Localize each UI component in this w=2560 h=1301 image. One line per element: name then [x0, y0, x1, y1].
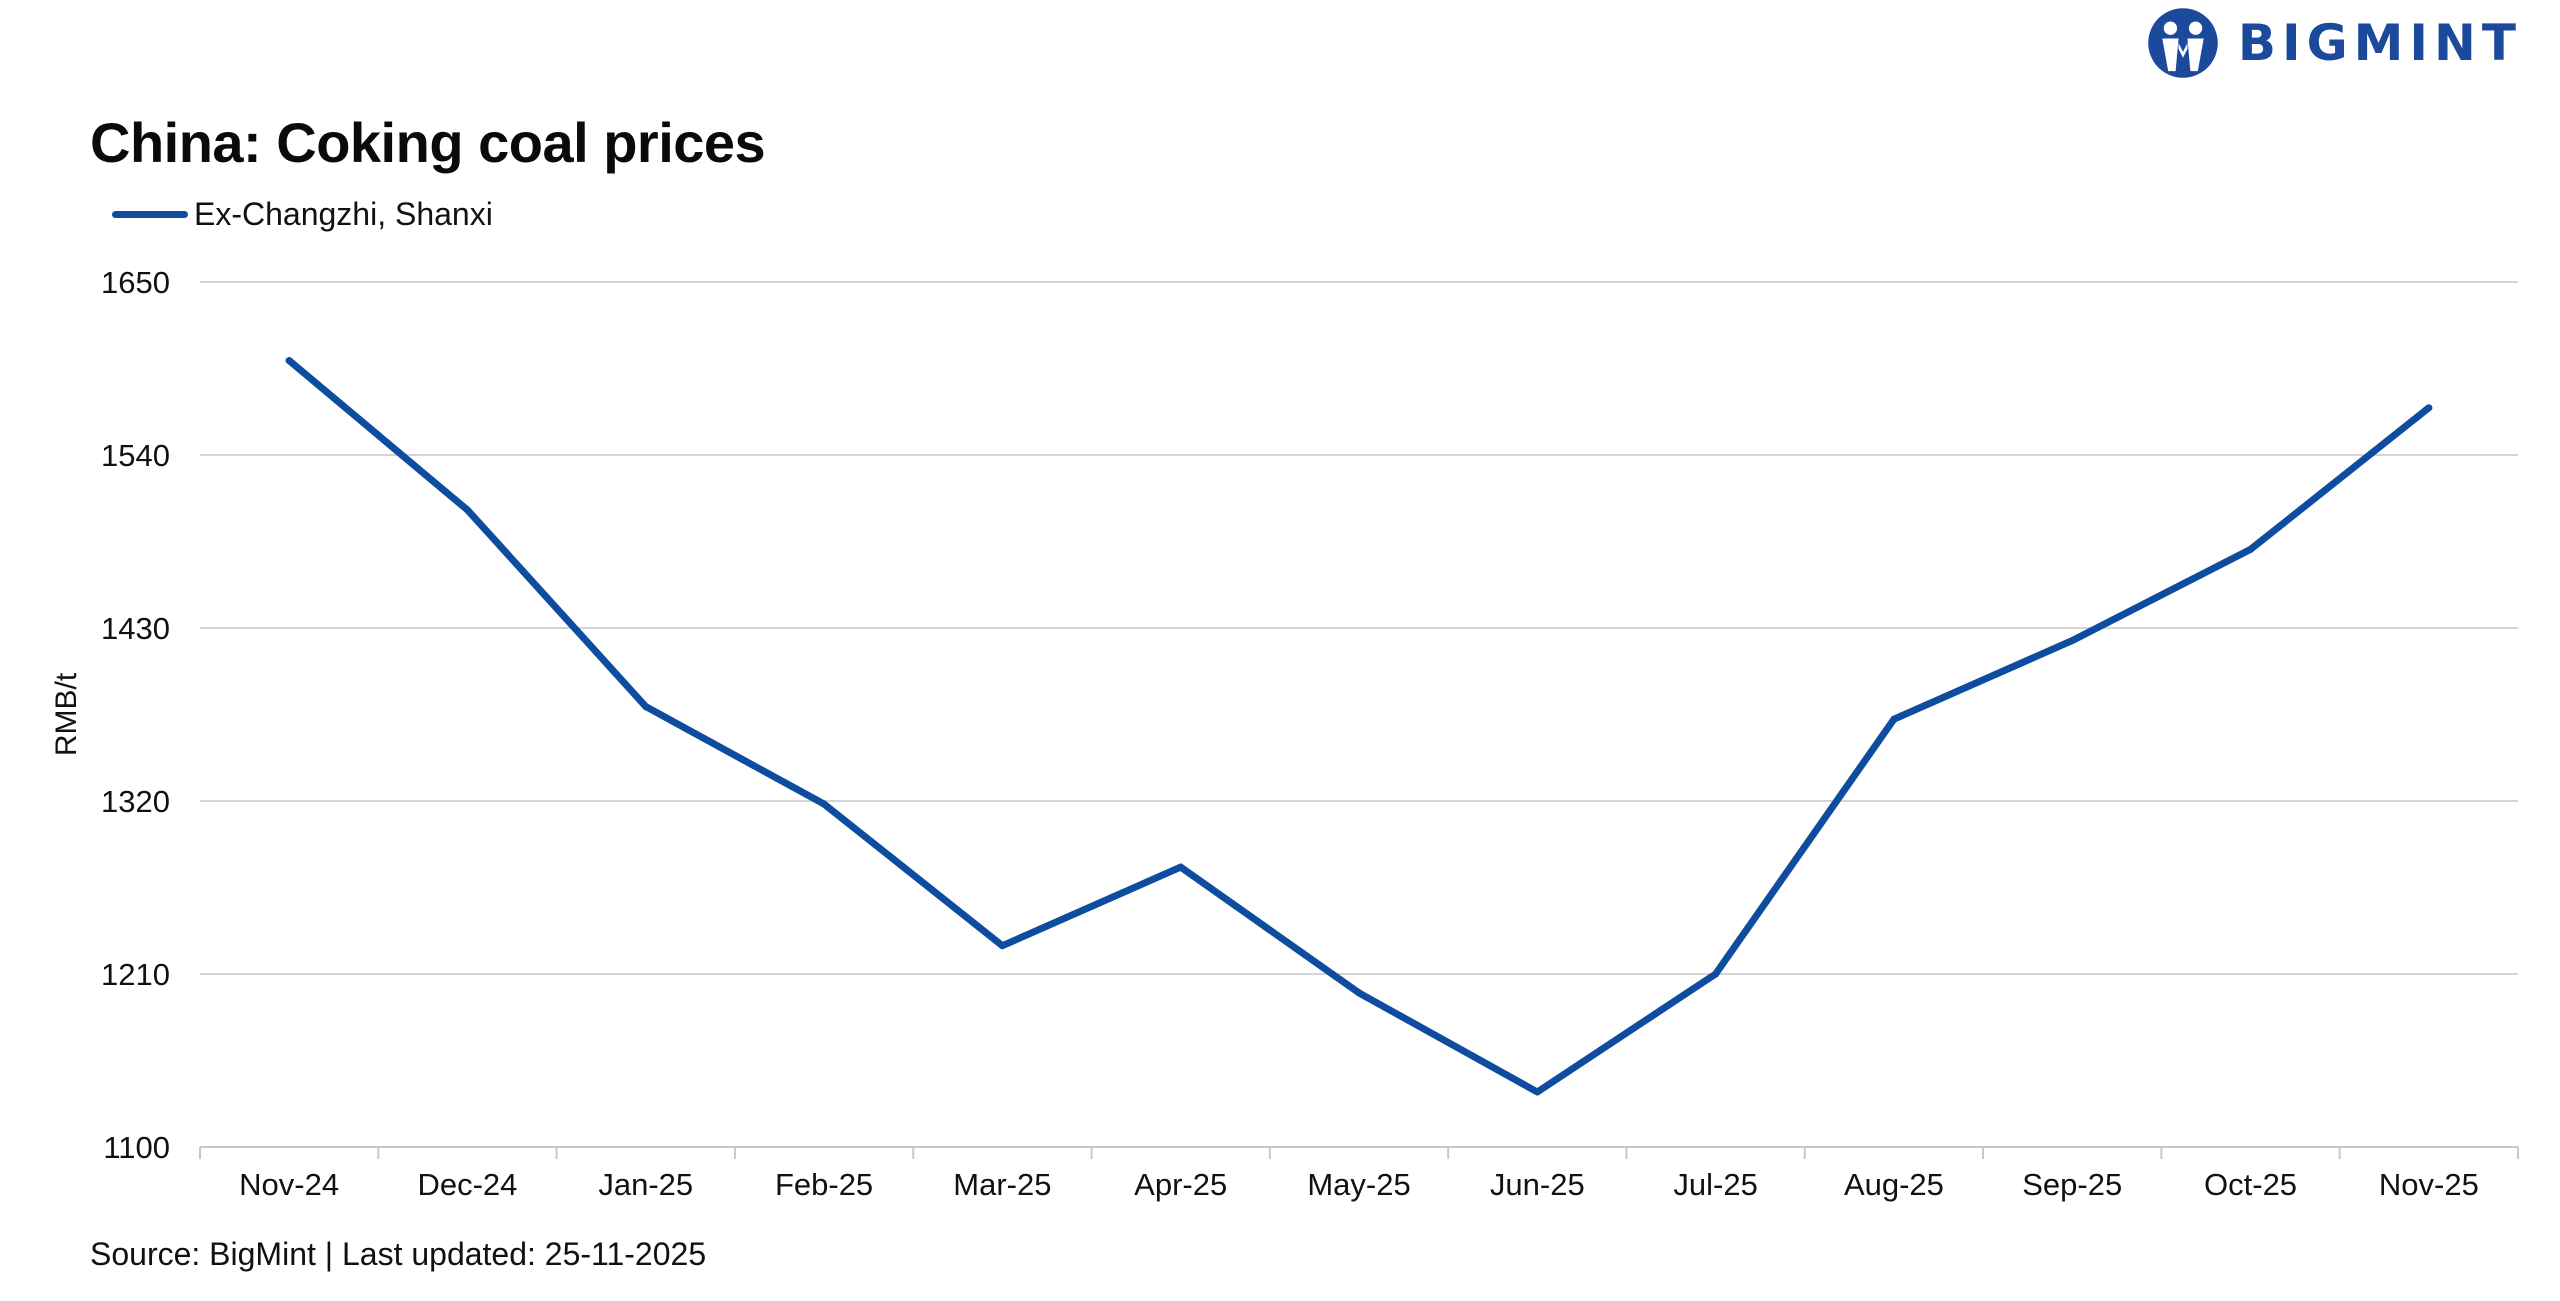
x-tick-label: Feb-25 [775, 1167, 873, 1202]
data-point [1712, 970, 1720, 978]
y-tick-label: 1320 [101, 784, 170, 819]
data-point [1533, 1088, 1541, 1096]
axes [199, 1146, 2519, 1159]
x-tick-label: May-25 [1307, 1167, 1410, 1202]
x-tick-label: Jul-25 [1673, 1167, 1757, 1202]
grid-lines [200, 281, 2518, 975]
data-point [2425, 404, 2433, 412]
bigmint-logo-text: BIGMINT [2237, 14, 2522, 72]
bigmint-logo-icon [2148, 8, 2218, 78]
x-tick-label: Nov-25 [2379, 1167, 2479, 1202]
chart-title: China: Coking coal prices [90, 111, 766, 174]
x-tick-label: Sep-25 [2022, 1167, 2122, 1202]
series-line [285, 357, 2433, 1096]
data-point [1890, 715, 1898, 723]
x-tick-label: Jan-25 [598, 1167, 693, 1202]
data-point [1355, 989, 1363, 997]
bigmint-logo: BIGMINT [2146, 4, 2522, 82]
series-layer [285, 357, 2433, 1096]
y-tick-label: 1540 [101, 438, 170, 473]
x-tick-label: Oct-25 [2204, 1167, 2297, 1202]
y-tick-label: 1210 [101, 957, 170, 992]
y-tick-label: 1100 [103, 1130, 170, 1165]
data-point [2068, 637, 2076, 645]
x-tick-label: Dec-24 [417, 1167, 517, 1202]
legend-swatch [112, 211, 188, 218]
data-point [820, 800, 828, 808]
y-tick-label: 1430 [101, 611, 170, 646]
chart-legend: Ex-Changzhi, Shanxi [112, 196, 493, 233]
data-point [1177, 863, 1185, 871]
x-tick-label: Mar-25 [953, 1167, 1051, 1202]
data-point [463, 506, 471, 514]
x-tick-label: Jun-25 [1490, 1167, 1585, 1202]
x-tick-label: Nov-24 [239, 1167, 339, 1202]
legend-label: Ex-Changzhi, Shanxi [194, 196, 493, 232]
data-point [2247, 545, 2255, 553]
source-note: Source: BigMint | Last updated: 25-11-20… [90, 1236, 707, 1272]
y-axis-title: RMB/t [50, 672, 83, 756]
data-point [642, 703, 650, 711]
data-point [998, 942, 1006, 950]
y-tick-label: 1650 [101, 265, 170, 300]
data-point [285, 357, 293, 365]
tick-labels: 1100 1210 1320 1430 1540 1650 Nov-24 Dec-24 Jan-… [50, 265, 2479, 1202]
x-tick-label: Aug-25 [1844, 1167, 1944, 1202]
x-tick-label: Apr-25 [1134, 1167, 1227, 1202]
